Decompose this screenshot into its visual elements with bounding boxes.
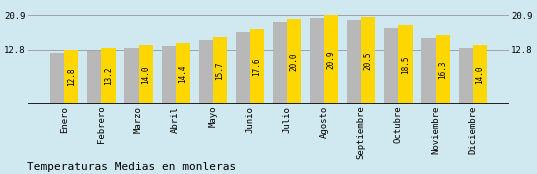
Text: 13.2: 13.2	[104, 67, 113, 85]
Bar	[310, 18, 324, 104]
Text: 17.6: 17.6	[252, 58, 262, 76]
Bar	[287, 19, 301, 104]
Text: 20.9: 20.9	[326, 50, 336, 69]
Bar	[199, 40, 213, 104]
Bar	[324, 15, 338, 104]
Bar	[436, 35, 449, 104]
Bar	[384, 28, 398, 104]
Bar	[236, 32, 250, 104]
Bar	[64, 50, 78, 104]
Bar	[422, 38, 436, 104]
Bar	[273, 22, 287, 104]
Text: 12.8: 12.8	[67, 68, 76, 86]
Text: 20.5: 20.5	[364, 51, 373, 70]
Bar	[50, 53, 64, 104]
Bar	[162, 46, 176, 104]
Bar	[139, 45, 153, 104]
Text: 15.7: 15.7	[215, 62, 224, 80]
Text: 14.0: 14.0	[475, 65, 484, 84]
Text: 20.0: 20.0	[289, 52, 299, 71]
Bar	[101, 48, 115, 104]
Text: 14.0: 14.0	[141, 65, 150, 84]
Bar	[88, 51, 101, 104]
Text: Temperaturas Medias en monleras: Temperaturas Medias en monleras	[27, 162, 236, 172]
Text: 18.5: 18.5	[401, 56, 410, 74]
Bar	[473, 45, 487, 104]
Bar	[213, 37, 227, 104]
Bar	[250, 29, 264, 104]
Bar	[125, 48, 139, 104]
Bar	[398, 25, 412, 104]
Bar	[347, 20, 361, 104]
Text: 16.3: 16.3	[438, 60, 447, 79]
Bar	[176, 43, 190, 104]
Bar	[459, 48, 473, 104]
Text: 14.4: 14.4	[178, 64, 187, 83]
Bar	[361, 17, 375, 104]
